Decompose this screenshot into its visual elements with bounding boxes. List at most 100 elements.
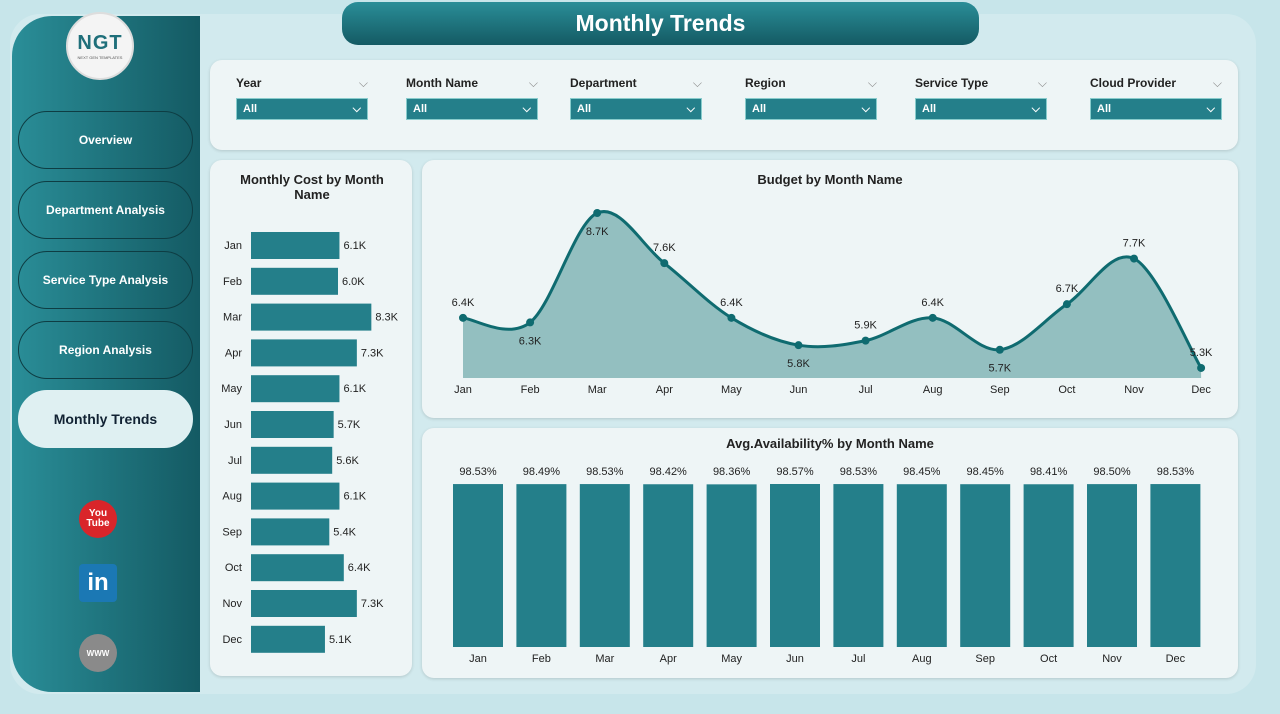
youtube-icon[interactable]: You Tube [79, 500, 117, 538]
nav-monthly-trends[interactable]: Monthly Trends [18, 390, 193, 448]
filter-region: Region ⌵ All ⌵ [745, 76, 877, 120]
x-tick-label: May [721, 384, 742, 396]
data-point [526, 318, 535, 327]
filter-year: Year ⌵ All ⌵ [236, 76, 368, 120]
data-label: 5.3K [1190, 347, 1213, 359]
chevron-down-icon: ⌵ [686, 103, 695, 115]
filter-cloud-provider: Cloud Provider ⌵ All ⌵ [1090, 76, 1222, 120]
chevron-down-icon: ⌵ [861, 103, 870, 115]
data-point [1062, 300, 1071, 309]
data-label: 6.4K [720, 297, 743, 309]
x-tick-label: Dec [1191, 384, 1211, 396]
data-point [995, 345, 1004, 354]
filter-label: Department [570, 76, 637, 90]
nav-overview[interactable]: Overview [18, 111, 193, 169]
data-label: 5.7K [338, 419, 361, 431]
category-label: Nov [222, 598, 242, 610]
bar [251, 267, 338, 295]
x-tick-label: Jan [454, 384, 472, 396]
bar [251, 339, 357, 367]
x-tick-label: Oct [1058, 384, 1075, 396]
chevron-down-icon: ⌵ [1206, 103, 1215, 115]
bar [251, 411, 334, 438]
data-label: 8.3K [375, 312, 398, 324]
category-label: Sep [222, 526, 242, 538]
filter-service-type: Service Type ⌵ All ⌵ [915, 76, 1047, 120]
chevron-down-icon: ⌵ [1031, 103, 1040, 115]
data-point [861, 336, 870, 345]
filter-dropdown[interactable]: All ⌵ [570, 98, 702, 120]
chevron-down-icon[interactable]: ⌵ [867, 76, 877, 90]
globe-icon[interactable]: WWW [79, 634, 117, 672]
data-point [794, 341, 803, 350]
bar [251, 482, 340, 510]
data-label: 6.1K [343, 491, 366, 503]
data-label: 7.3K [361, 347, 384, 359]
chevron-down-icon[interactable]: ⌵ [358, 76, 368, 90]
bar [251, 590, 357, 617]
data-label: 6.0K [342, 276, 365, 288]
x-tick-label: Feb [521, 384, 540, 396]
linkedin-icon[interactable]: in [79, 564, 117, 602]
data-label: 8.7K [586, 226, 609, 238]
logo: NGT NEXT GEN TEMPLATES [66, 12, 134, 80]
bar [251, 554, 344, 582]
filter-label: Year [236, 76, 262, 90]
data-label: 6.4K [921, 297, 944, 309]
filter-label: Service Type [915, 76, 989, 90]
chevron-down-icon[interactable]: ⌵ [528, 76, 538, 90]
filter-dropdown[interactable]: All ⌵ [915, 98, 1047, 120]
budget-line [462, 210, 1203, 369]
chevron-down-icon[interactable]: ⌵ [1037, 76, 1047, 90]
x-tick-label: Nov [1124, 384, 1144, 396]
filter-dropdown[interactable]: All ⌵ [745, 98, 877, 120]
availability-card [422, 428, 1238, 678]
bar [251, 446, 333, 474]
category-label: Jun [224, 419, 242, 431]
filter-dropdown[interactable]: All ⌵ [406, 98, 538, 120]
data-label: 5.7K [988, 363, 1011, 375]
availability-title: Avg.Availability% by Month Name [726, 436, 934, 451]
data-point [928, 313, 937, 322]
bar [251, 625, 325, 653]
data-label: 6.4K [348, 562, 371, 574]
data-label: 7.6K [653, 242, 676, 254]
filter-department: Department ⌵ All ⌵ [570, 76, 702, 120]
filter-label: Cloud Provider [1090, 76, 1177, 90]
x-tick-label: Mar [588, 384, 607, 396]
nav-region-analysis[interactable]: Region Analysis [18, 321, 193, 379]
chevron-down-icon: ⌵ [352, 103, 361, 115]
data-point [459, 313, 467, 322]
filter-dropdown[interactable]: All ⌵ [1090, 98, 1222, 120]
category-label: Oct [225, 562, 242, 574]
x-tick-label: Jul [859, 384, 873, 396]
data-label: 6.4K [452, 297, 475, 309]
data-label: 5.6K [336, 455, 359, 467]
filter-label: Month Name [406, 76, 478, 90]
category-label: May [221, 383, 242, 395]
bar [251, 518, 330, 546]
nav-department-analysis[interactable]: Department Analysis [18, 181, 193, 239]
filter-dropdown[interactable]: All ⌵ [236, 98, 368, 120]
data-label: 5.8K [787, 358, 810, 370]
data-label: 6.1K [343, 240, 366, 252]
x-tick-label: Sep [990, 384, 1010, 396]
bar [251, 232, 340, 259]
category-label: Mar [223, 312, 242, 324]
x-tick-label: Apr [656, 384, 673, 396]
data-label: 5.4K [333, 526, 356, 538]
data-point [660, 259, 669, 268]
bar [251, 375, 340, 403]
chevron-down-icon[interactable]: ⌵ [1212, 76, 1222, 90]
data-point [727, 313, 736, 322]
chevron-down-icon[interactable]: ⌵ [692, 76, 702, 90]
chevron-down-icon: ⌵ [522, 103, 531, 115]
data-label: 5.9K [854, 320, 877, 332]
x-tick-label: Aug [923, 384, 943, 396]
data-label: 7.3K [361, 598, 384, 610]
data-point [1197, 363, 1206, 372]
bar [251, 303, 372, 331]
area-fill [463, 211, 1202, 378]
data-point [1130, 254, 1138, 263]
nav-service-type-analysis[interactable]: Service Type Analysis [18, 251, 193, 309]
